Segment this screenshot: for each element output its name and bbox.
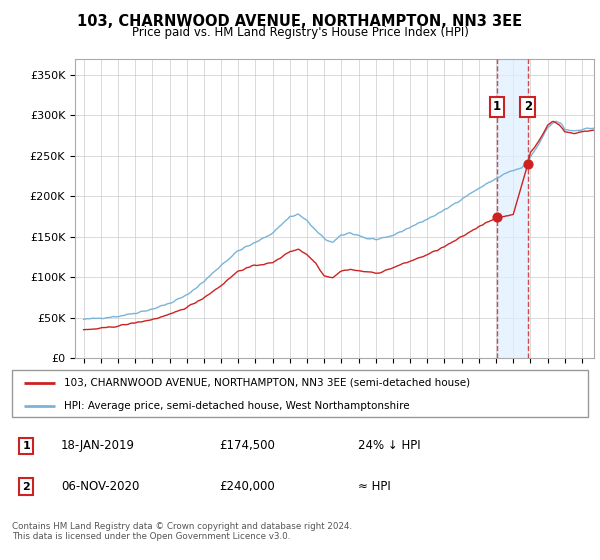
Text: 103, CHARNWOOD AVENUE, NORTHAMPTON, NN3 3EE (semi-detached house): 103, CHARNWOOD AVENUE, NORTHAMPTON, NN3 … <box>64 378 470 388</box>
Text: 1: 1 <box>493 100 501 113</box>
Text: 2: 2 <box>23 482 30 492</box>
Point <box>492 213 502 222</box>
Text: 06-NOV-2020: 06-NOV-2020 <box>61 480 139 493</box>
Text: 103, CHARNWOOD AVENUE, NORTHAMPTON, NN3 3EE: 103, CHARNWOOD AVENUE, NORTHAMPTON, NN3 … <box>77 14 523 29</box>
Text: 18-JAN-2019: 18-JAN-2019 <box>61 440 135 452</box>
Text: Contains HM Land Registry data © Crown copyright and database right 2024.
This d: Contains HM Land Registry data © Crown c… <box>12 522 352 542</box>
Text: 2: 2 <box>524 100 532 113</box>
Text: £174,500: £174,500 <box>220 440 275 452</box>
Point <box>523 160 533 169</box>
Bar <box>497 59 528 358</box>
Text: 1: 1 <box>23 441 30 451</box>
Text: HPI: Average price, semi-detached house, West Northamptonshire: HPI: Average price, semi-detached house,… <box>64 401 409 411</box>
Text: Price paid vs. HM Land Registry's House Price Index (HPI): Price paid vs. HM Land Registry's House … <box>131 26 469 39</box>
Text: ≈ HPI: ≈ HPI <box>358 480 391 493</box>
Text: £240,000: £240,000 <box>220 480 275 493</box>
Text: 24% ↓ HPI: 24% ↓ HPI <box>358 440 420 452</box>
